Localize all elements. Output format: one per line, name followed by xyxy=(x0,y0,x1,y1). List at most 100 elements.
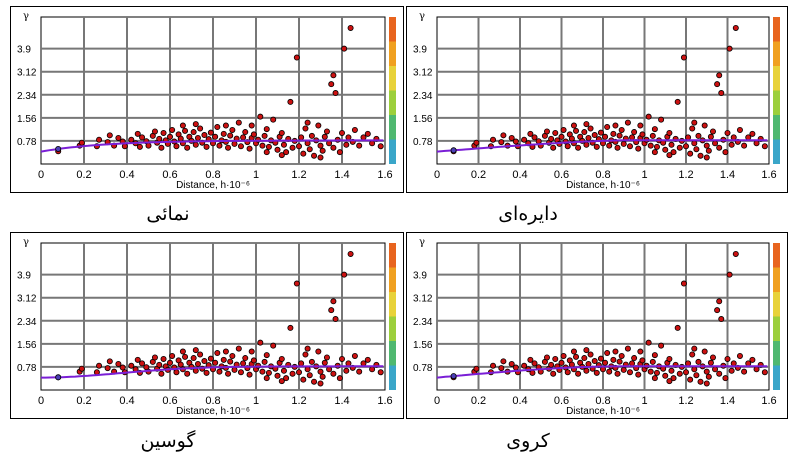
data-point xyxy=(543,354,550,361)
x-tick-label: 0.4 xyxy=(512,169,527,181)
data-point xyxy=(216,368,223,375)
data-point xyxy=(585,360,592,367)
data-point xyxy=(651,126,658,133)
colorbar-segment xyxy=(773,66,780,91)
colorbar-segment xyxy=(773,341,780,366)
x-tick-label: 0.8 xyxy=(595,169,610,181)
data-point xyxy=(701,122,708,129)
data-point xyxy=(308,358,315,365)
data-point xyxy=(343,141,350,148)
data-point xyxy=(614,370,621,377)
x-tick-label: 0 xyxy=(434,169,440,181)
data-point xyxy=(682,143,689,150)
data-point xyxy=(156,361,163,368)
data-point xyxy=(666,152,673,159)
data-point xyxy=(682,369,689,376)
data-point xyxy=(602,359,609,366)
data-point xyxy=(629,134,636,141)
data-point xyxy=(583,367,590,374)
data-point xyxy=(573,127,580,134)
data-point xyxy=(319,373,326,380)
data-point xyxy=(315,122,322,129)
data-point xyxy=(328,307,335,314)
data-point xyxy=(500,358,507,365)
data-point xyxy=(289,144,296,151)
data-point xyxy=(635,371,642,378)
data-point xyxy=(259,368,266,375)
data-point xyxy=(317,368,324,375)
colorbar-segment xyxy=(773,17,780,42)
colorbar-segment xyxy=(773,316,780,341)
data-point xyxy=(687,376,694,383)
data-point xyxy=(626,369,633,376)
data-point xyxy=(225,144,232,151)
y-tick-label: 1.56 xyxy=(17,340,37,351)
x-tick-label: 0.6 xyxy=(162,395,177,407)
data-point xyxy=(705,373,712,380)
data-point xyxy=(658,116,665,123)
data-point xyxy=(160,355,167,362)
data-point xyxy=(248,348,255,355)
data-point xyxy=(587,125,594,132)
data-point xyxy=(647,142,654,149)
data-point xyxy=(560,126,567,133)
data-point xyxy=(207,129,214,136)
data-point xyxy=(716,72,723,79)
data-point xyxy=(624,345,631,352)
data-point xyxy=(651,149,658,156)
data-point xyxy=(618,126,625,133)
data-point xyxy=(248,122,255,129)
data-point xyxy=(190,129,197,136)
x-tick-label: 0.8 xyxy=(205,169,220,181)
data-point xyxy=(753,366,760,373)
data-point xyxy=(722,375,729,382)
colorbar-segment xyxy=(773,365,780,390)
data-point xyxy=(695,132,702,139)
panel-caption: کروی xyxy=(506,430,550,452)
data-point xyxy=(635,145,642,152)
data-point xyxy=(724,355,731,362)
data-point xyxy=(691,119,698,126)
data-point xyxy=(360,360,367,367)
data-point xyxy=(321,359,328,366)
colorbar-segment xyxy=(389,90,396,115)
data-point xyxy=(364,356,371,363)
data-point xyxy=(676,144,683,151)
data-point xyxy=(693,146,700,153)
data-point xyxy=(330,298,337,305)
data-point xyxy=(300,150,307,157)
data-point xyxy=(631,129,638,136)
colorbar-segment xyxy=(773,139,780,164)
data-point xyxy=(736,126,743,133)
data-point xyxy=(158,144,165,151)
data-point xyxy=(712,366,719,373)
data-point xyxy=(298,134,305,141)
data-point xyxy=(336,149,343,156)
data-point xyxy=(323,354,330,361)
data-point xyxy=(283,149,290,156)
data-point xyxy=(616,132,623,139)
data-point xyxy=(332,316,339,323)
data-point xyxy=(270,342,277,349)
data-point xyxy=(691,366,698,373)
data-point xyxy=(115,360,122,367)
variogram-svg: 0 0.2 0.4 0.6 0.8 1 1.2 1.4 1.6 0.78 1.56 2.34 3.12 3… xyxy=(413,237,780,417)
data-point xyxy=(581,355,588,362)
data-point xyxy=(548,361,555,368)
data-point xyxy=(548,135,555,142)
y-tick-label: 3.12 xyxy=(413,294,433,305)
data-point xyxy=(278,378,285,385)
data-point xyxy=(214,350,221,357)
data-point xyxy=(304,119,311,126)
y-axis-label: γ xyxy=(23,11,29,22)
data-point xyxy=(360,134,367,141)
data-point xyxy=(306,372,313,379)
data-point xyxy=(716,370,723,377)
x-tick-label: 0.2 xyxy=(76,169,91,181)
data-point xyxy=(300,376,307,383)
data-point xyxy=(691,345,698,352)
data-point xyxy=(184,144,191,151)
data-point xyxy=(156,135,163,142)
data-point xyxy=(295,143,302,150)
data-point xyxy=(377,143,384,150)
